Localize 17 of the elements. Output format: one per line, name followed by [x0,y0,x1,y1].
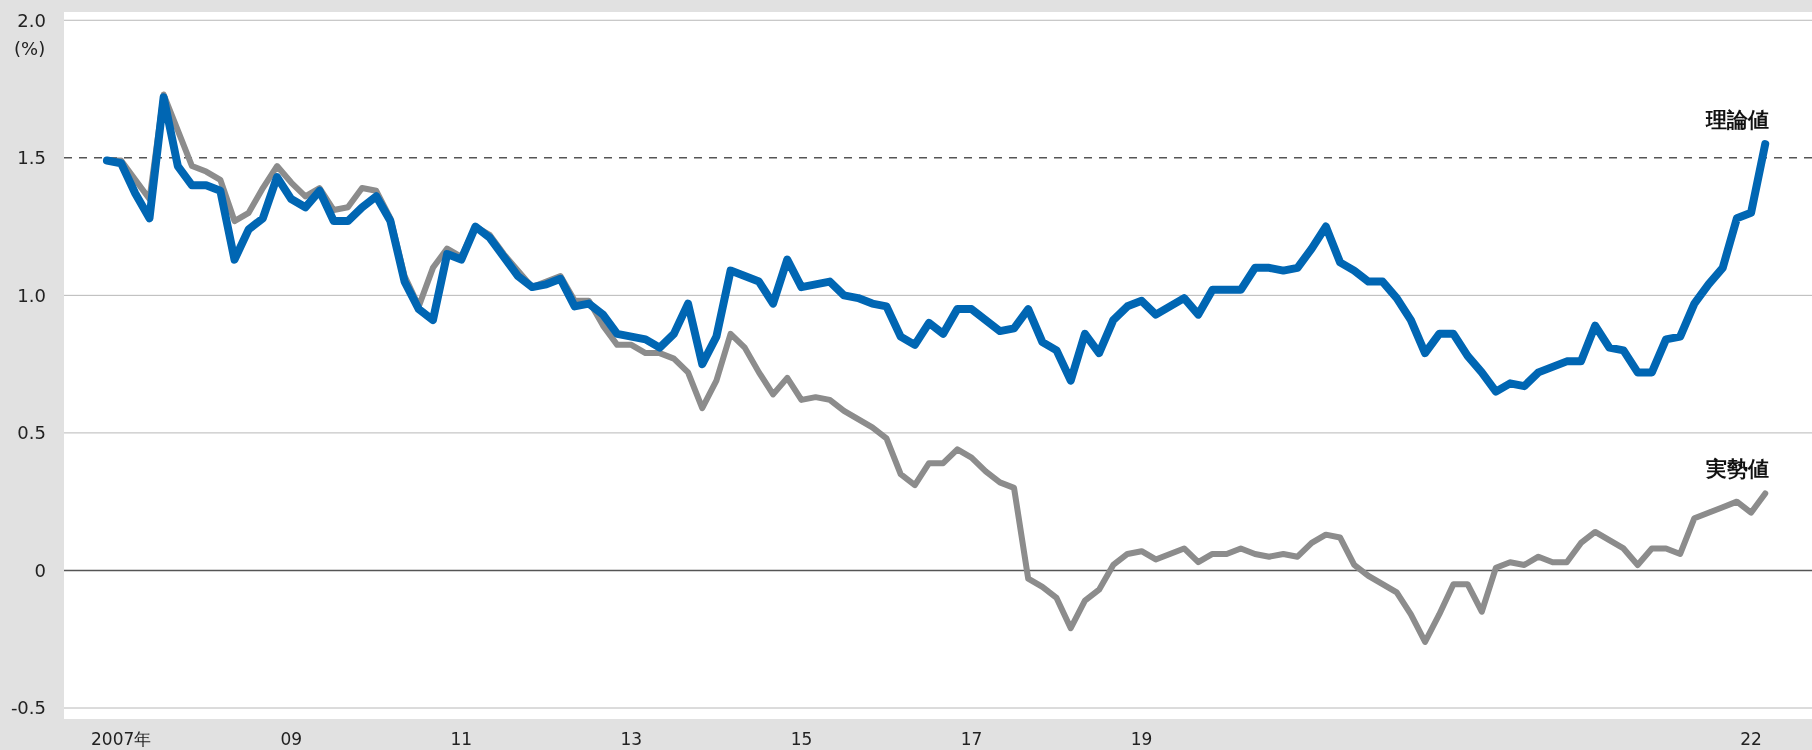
y-tick-label: 0.5 [17,422,46,444]
x-tick-label: 22 [1740,729,1762,749]
y-tick-label: 2.0 [17,9,46,31]
x-tick-label: 17 [960,729,983,749]
series-label: 理論値 [1705,108,1769,132]
x-tick-label: 2007年 [90,729,152,749]
y-axis-title: (%) [14,38,46,59]
x-tick-label: 19 [1130,729,1153,749]
x-tick-label: 11 [450,729,473,749]
y-tick-label: 1.5 [17,147,46,169]
x-tick-label: 09 [280,729,303,749]
y-tick-label: 0 [34,559,46,581]
y-tick-label: 1.0 [17,284,46,306]
x-tick-label: 15 [790,729,813,749]
y-tick-label: -0.5 [10,697,46,719]
series-label: 実勢値 [1705,457,1769,481]
x-tick-label: 13 [620,729,643,749]
